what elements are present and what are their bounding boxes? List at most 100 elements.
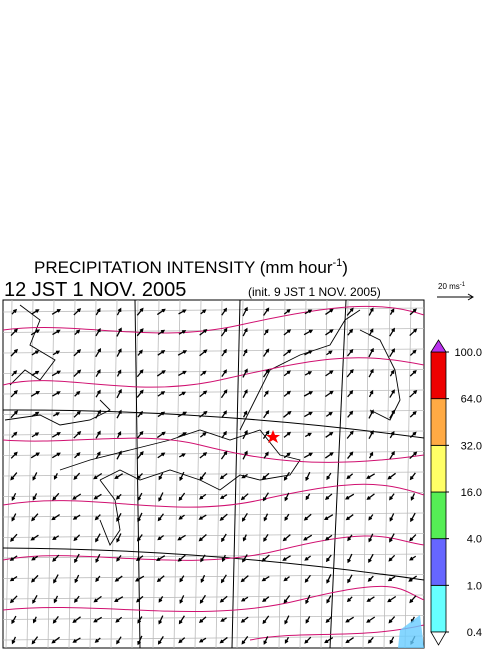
wind-arrow [347,574,353,584]
wind-arrow [116,327,122,337]
wind-arrow [283,452,291,459]
wind-arrow [219,494,228,499]
wind-arrow [31,636,39,645]
wind-arrow [325,554,332,563]
wind-arrow [198,514,207,520]
wind-arrow [156,555,166,561]
grid-line [3,410,424,415]
wind-arrow [241,512,248,522]
wind-arrow [156,370,166,377]
grid-line [3,369,424,374]
wind-arrow [157,329,166,336]
wind-arrow [51,636,60,644]
wind-arrow [198,616,207,623]
wind-arrow [73,410,81,418]
wind-arrow [305,594,311,605]
grid-line [320,300,328,648]
wind-arrow [283,308,291,315]
wind-arrow [178,514,185,520]
wind-arrow [242,534,247,542]
wind-arrow [11,615,17,625]
wind-arrow [199,432,207,438]
wind-arrow [74,574,80,584]
wind-arrow [325,431,334,438]
wind-arrow [116,307,122,316]
wind-arrow [346,368,354,378]
wind-arrow [284,492,290,502]
wind-arrow [284,637,290,644]
wind-arrow [220,617,227,622]
wind-arrow [304,371,313,376]
colorbar-bin [430,444,447,493]
wind-arrow [158,596,164,603]
wind-arrow [345,493,355,500]
contour [3,483,424,508]
wind-arrow [368,307,374,316]
wind-arrow [325,411,333,417]
wind-arrow [346,430,354,439]
colorbar-over [430,339,447,353]
wind-arrow [263,451,269,459]
wind-arrow [221,533,227,543]
grid-line [404,300,412,648]
wind-arrow [241,473,248,479]
wind-arrow [11,513,17,522]
wind-arrow [409,534,417,542]
colorbar-bin [430,538,447,586]
wind-arrow [325,493,333,500]
wind-arrow [368,553,374,564]
wind-arrow [52,391,61,397]
colorbar-bin [430,491,447,540]
colorbar-label: 4.0 [467,534,482,546]
wind-arrow [325,390,334,398]
colorbar-label: 0.4 [467,627,482,639]
grid-line [26,300,34,648]
wind-arrow [157,535,165,541]
wind-arrow [346,307,354,316]
wind-arrow [178,391,187,397]
wind-arrow [242,554,248,563]
wind-arrow [410,493,416,501]
wind-arrow [284,513,290,521]
location-star [266,430,280,443]
wind-arrow [262,368,270,378]
wind-arrow [389,430,395,439]
wind-arrow [410,512,416,523]
wind-arrow [240,493,249,501]
wind-arrow [242,306,248,317]
wind-arrow [177,432,187,438]
wind-arrow [282,555,291,561]
colorbar-label: 100.0 [454,347,482,359]
wind-arrow [31,432,40,438]
wind-arrow [346,473,354,480]
wind-arrow [179,575,185,583]
wind-arrow [116,431,122,439]
wind-arrow [262,492,269,502]
wind-arrow [95,409,102,419]
wind-arrow [304,555,312,561]
wind-arrow [304,411,313,418]
wind-arrow [52,615,59,624]
wind-scale-text: 20 ms [438,282,460,291]
wind-arrow [409,431,417,438]
coastline [359,329,401,421]
wind-arrow [178,492,186,502]
wind-arrow [242,429,248,440]
grid-line [3,533,424,538]
wind-arrow [73,349,82,357]
wind-arrow [136,534,143,542]
wind-arrow [389,369,395,377]
wind-arrow [282,534,291,542]
wind-arrow [409,472,416,481]
wind-arrow [73,472,81,480]
grid-line [3,553,424,559]
title-close: ) [342,258,348,277]
wind-arrow [368,328,374,336]
wind-arrow [116,533,122,543]
wind-arrow [157,411,166,418]
wind-arrow [389,513,395,522]
wind-arrow [347,534,353,542]
grid-line [3,451,424,456]
wind-arrow [326,472,332,481]
wind-arrow [221,410,227,418]
